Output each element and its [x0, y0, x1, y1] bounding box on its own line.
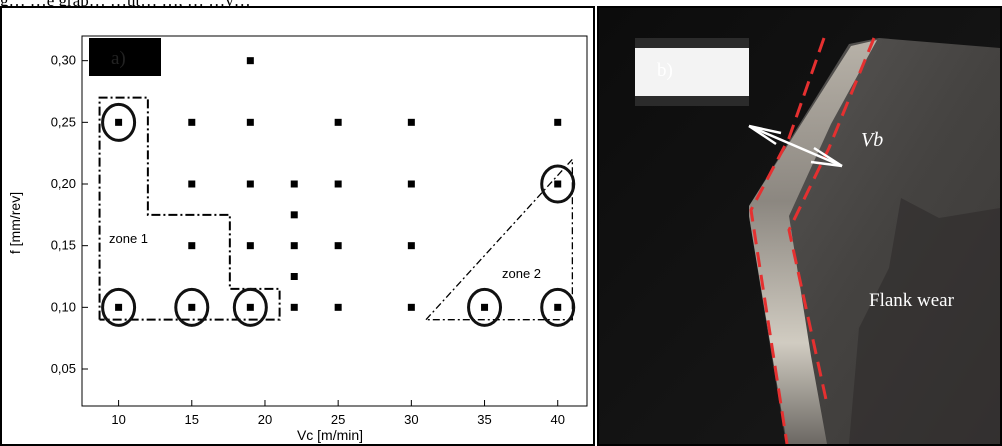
zone-boundaries	[98, 96, 574, 321]
data-points	[115, 57, 562, 311]
data-point	[481, 303, 489, 311]
data-point	[290, 211, 298, 219]
data-point	[554, 180, 562, 188]
vb-arrow-right-icon	[810, 146, 843, 168]
vb-label: Vb	[861, 129, 883, 151]
tag-a: a)	[111, 48, 126, 69]
zone2-boundary	[425, 157, 574, 321]
data-point	[246, 303, 254, 311]
data-point	[246, 118, 254, 126]
highlight-circle	[101, 102, 137, 142]
data-point	[334, 242, 342, 250]
data-point	[554, 303, 562, 311]
data-point	[188, 118, 196, 126]
data-point	[407, 242, 415, 250]
flank-wear-label: Flank wear	[869, 290, 955, 311]
data-point	[407, 303, 415, 311]
y-tick-label: 0,05	[51, 361, 76, 376]
highlight-circle	[540, 164, 576, 204]
data-point	[246, 57, 254, 65]
data-point	[188, 303, 196, 311]
y-tick-label: 0,20	[51, 176, 76, 191]
scatter-chart: a) 10 15 20 25 30 35 40 0,05 0,10 0,15 0,20 0,25 0,3…	[7, 35, 588, 443]
y-axis-label: f [mm/rev]	[7, 192, 23, 254]
data-point	[290, 303, 298, 311]
data-point	[188, 242, 196, 250]
axes: 10 15 20 25 30 35 40 0,05 0,10 0,15 0,20 0,25 0,30	[51, 53, 565, 427]
data-point	[246, 242, 254, 250]
zone1-boundary	[98, 96, 281, 321]
vb-measure-line	[748, 124, 843, 168]
panel-a-chart: a) 10 15 20 25 30 35 40 0,05 0,10 0,15 0,20 0,25 0,3…	[0, 6, 595, 446]
caption-fragment: g… …e grap… …ut… …, … …y…	[0, 0, 251, 10]
tool-shadow	[849, 198, 1000, 444]
data-point	[334, 180, 342, 188]
data-point	[115, 118, 123, 126]
highlight-circle	[540, 287, 576, 327]
y-tick-label: 0,15	[51, 238, 76, 253]
wear-lower-boundary	[787, 37, 876, 405]
data-point	[188, 180, 196, 188]
zone1-label: zone 1	[109, 231, 148, 246]
data-point	[554, 118, 562, 126]
x-tick-label: 20	[258, 412, 272, 427]
highlight-circle	[174, 287, 210, 327]
y-tick-label: 0,10	[51, 299, 76, 314]
data-point	[334, 118, 342, 126]
zone2-label: zone 2	[502, 266, 541, 281]
highlight-circle	[467, 287, 503, 327]
y-tick-label: 0,25	[51, 114, 76, 129]
flank-wear-photo: Vb Flank wear b)	[599, 8, 1000, 444]
data-point	[290, 273, 298, 280]
data-point	[246, 180, 254, 188]
tag-a-box	[89, 38, 161, 76]
x-axis-label: Vc [m/min]	[297, 427, 363, 443]
wear-upper-boundary	[749, 37, 826, 444]
flank-wear-band	[749, 40, 877, 444]
data-point	[290, 242, 298, 250]
data-point	[334, 303, 342, 311]
data-point	[407, 118, 415, 126]
x-tick-label: 10	[111, 412, 125, 427]
panel-b-photo: Vb Flank wear b)	[597, 6, 1002, 446]
data-point	[290, 180, 298, 188]
plot-frame	[81, 35, 588, 407]
y-tick-label: 0,30	[51, 53, 76, 68]
data-point	[115, 303, 123, 311]
x-tick-label: 25	[331, 412, 345, 427]
x-tick-label: 35	[477, 412, 491, 427]
tag-b: b)	[657, 60, 673, 81]
highlight-circle	[232, 287, 268, 327]
tag-b-box	[635, 48, 749, 96]
x-tick-label: 15	[185, 412, 199, 427]
highlight-circle	[101, 287, 137, 327]
x-tick-label: 30	[404, 412, 418, 427]
vb-arrow-left-icon	[748, 124, 782, 146]
highlight-circles	[101, 102, 576, 327]
x-tick-label: 40	[550, 412, 564, 427]
data-point	[407, 180, 415, 188]
